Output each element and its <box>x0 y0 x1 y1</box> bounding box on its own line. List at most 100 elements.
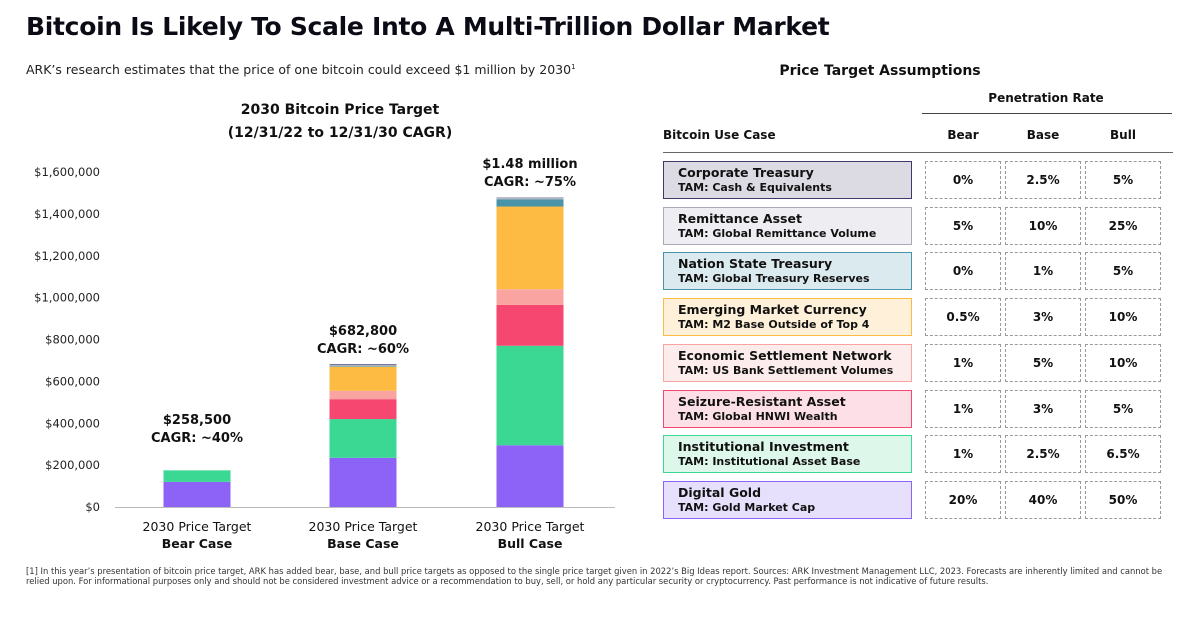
bar-segment <box>163 481 231 507</box>
price-target-label: $258,500 <box>163 413 231 428</box>
use-case-box: Institutional Investment TAM: Institution… <box>663 435 912 474</box>
page-title: Bitcoin Is Likely To Scale Into A Multi-… <box>26 12 830 41</box>
x-tick-label-case: Bear Case <box>162 536 232 551</box>
table-header-rule <box>663 152 1173 153</box>
cagr-label: CAGR: ~60% <box>317 342 409 357</box>
base-column-header: Base <box>1026 128 1060 142</box>
use-case-name: Emerging Market Currency <box>678 302 867 318</box>
use-case-box: Remittance Asset TAM: Global Remittance V… <box>663 206 912 245</box>
penetration-rate-rule <box>922 113 1172 114</box>
y-tick-label: $1,000,000 <box>34 291 100 305</box>
footnote-marker: 1 <box>571 62 576 71</box>
chart-subtitle: (12/31/22 to 12/31/30 CAGR) <box>228 125 452 141</box>
use-case-tam: TAM: Global Remittance Volume <box>678 226 877 240</box>
x-tick-label: 2030 Price Target <box>143 519 252 534</box>
base-rate-cell: 3% <box>1005 298 1081 337</box>
use-case-box: Corporate Treasury TAM: Cash & Equivalent… <box>663 161 912 199</box>
use-case-tam: TAM: US Bank Settlement Volumes <box>678 363 894 377</box>
penetration-rate-header: Penetration Rate <box>988 91 1104 105</box>
bar-segment <box>329 457 397 507</box>
bar-segment <box>329 419 397 458</box>
y-tick-label: $600,000 <box>45 374 100 388</box>
cagr-label: CAGR: ~75% <box>484 175 576 190</box>
assumptions-title: Price Target Assumptions <box>779 63 981 79</box>
use-case-name: Institutional Investment <box>678 439 849 455</box>
price-target-label: $682,800 <box>329 324 397 339</box>
x-tick-label: 2030 Price Target <box>309 519 418 534</box>
bar-segment <box>163 470 231 482</box>
y-tick-label: $800,000 <box>45 333 100 347</box>
bull-rate-cell: 5% <box>1085 252 1161 291</box>
bull-rate-cell: 6.5% <box>1085 435 1161 474</box>
base-rate-cell: 2.5% <box>1005 161 1081 199</box>
y-tick-label: $200,000 <box>45 458 100 472</box>
footnote: [1] In this year’s presentation of bitco… <box>26 566 1163 587</box>
bull-rate-cell: 5% <box>1085 389 1161 428</box>
bar-segment <box>496 304 564 346</box>
page-subtitle: ARK’s research estimates that the price … <box>26 62 576 77</box>
bar-segment <box>496 345 564 446</box>
base-rate-cell: 3% <box>1005 389 1081 428</box>
use-case-tam: TAM: Cash & Equivalents <box>678 181 832 194</box>
base-rate-cell: 40% <box>1005 480 1081 519</box>
bear-rate-cell: 0% <box>925 252 1001 291</box>
y-tick-label: $1,600,000 <box>34 165 100 179</box>
bear-rate-cell: 1% <box>925 435 1001 474</box>
bull-rate-cell: 10% <box>1085 343 1161 382</box>
bear-rate-cell: 0.5% <box>925 298 1001 337</box>
use-case-name: Corporate Treasury <box>678 165 814 180</box>
bar-segment <box>329 366 397 391</box>
base-rate-cell: 1% <box>1005 252 1081 291</box>
y-tick-label: $400,000 <box>45 416 100 430</box>
y-tick-label: $1,200,000 <box>34 249 100 263</box>
use-case-box: Emerging Market Currency TAM: M2 Base Out… <box>663 298 912 337</box>
use-case-box: Nation State Treasury TAM: Global Treasur… <box>663 252 912 291</box>
bull-rate-cell: 50% <box>1085 480 1161 519</box>
bar-segment <box>329 390 397 400</box>
bear-rate-cell: 20% <box>925 480 1001 519</box>
y-tick-label: $1,400,000 <box>34 207 100 221</box>
use-case-tam: TAM: Global HNWI Wealth <box>678 409 838 423</box>
bear-rate-cell: 5% <box>925 206 1001 245</box>
bull-rate-cell: 25% <box>1085 206 1161 245</box>
use-case-name: Seizure-Resistant Asset <box>678 393 846 409</box>
bull-rate-cell: 5% <box>1085 161 1161 199</box>
bear-rate-cell: 1% <box>925 343 1001 382</box>
bar-segment <box>496 445 564 507</box>
bull-column-header: Bull <box>1110 128 1136 142</box>
use-case-name: Digital Gold <box>678 484 762 500</box>
price-target-chart: 2030 Bitcoin Price Target (12/31/22 to 12… <box>34 102 615 551</box>
use-case-tam: TAM: M2 Base Outside of Top 4 <box>678 318 870 332</box>
cagr-label: CAGR: ~40% <box>151 431 243 446</box>
base-rate-cell: 10% <box>1005 206 1081 245</box>
bar-segment <box>496 199 564 207</box>
bear-column-header: Bear <box>947 128 979 142</box>
use-case-box: Seizure-Resistant Asset TAM: Global HNWI … <box>663 389 912 428</box>
use-case-box: Digital Gold TAM: Gold Market Cap <box>663 480 912 519</box>
use-case-tam: TAM: Global Treasury Reserves <box>678 272 870 286</box>
x-tick-label: 2030 Price Target <box>476 519 585 534</box>
bear-rate-cell: 1% <box>925 389 1001 428</box>
bar-segment <box>329 399 397 420</box>
bar-segment <box>329 366 397 367</box>
use-case-tam: TAM: Institutional Asset Base <box>678 455 861 469</box>
bull-rate-cell: 10% <box>1085 298 1161 337</box>
use-case-header: Bitcoin Use Case <box>663 128 776 142</box>
bar-segment <box>329 364 397 365</box>
use-case-name: Remittance Asset <box>678 210 802 226</box>
bar-segment <box>496 206 564 290</box>
price-target-label: $1.48 million <box>482 157 577 172</box>
chart-title: 2030 Bitcoin Price Target <box>241 102 440 118</box>
use-case-name: Nation State Treasury <box>678 256 833 272</box>
bear-rate-cell: 0% <box>925 161 1001 199</box>
use-case-tam: TAM: Gold Market Cap <box>678 500 816 514</box>
x-tick-label-case: Bull Case <box>498 536 563 551</box>
use-case-box: Economic Settlement Network TAM: US Bank … <box>663 343 912 382</box>
subtitle-text: ARK’s research estimates that the price … <box>26 62 572 77</box>
bar-segment <box>329 364 397 367</box>
x-tick-label-case: Base Case <box>327 536 399 551</box>
bar-segment <box>496 197 564 200</box>
base-rate-cell: 2.5% <box>1005 435 1081 474</box>
base-rate-cell: 5% <box>1005 343 1081 382</box>
use-case-name: Economic Settlement Network <box>678 347 892 363</box>
